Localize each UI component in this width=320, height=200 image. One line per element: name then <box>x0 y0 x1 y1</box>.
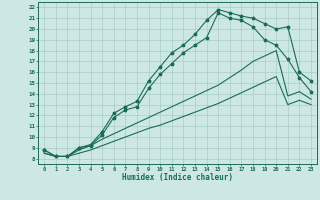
X-axis label: Humidex (Indice chaleur): Humidex (Indice chaleur) <box>122 173 233 182</box>
